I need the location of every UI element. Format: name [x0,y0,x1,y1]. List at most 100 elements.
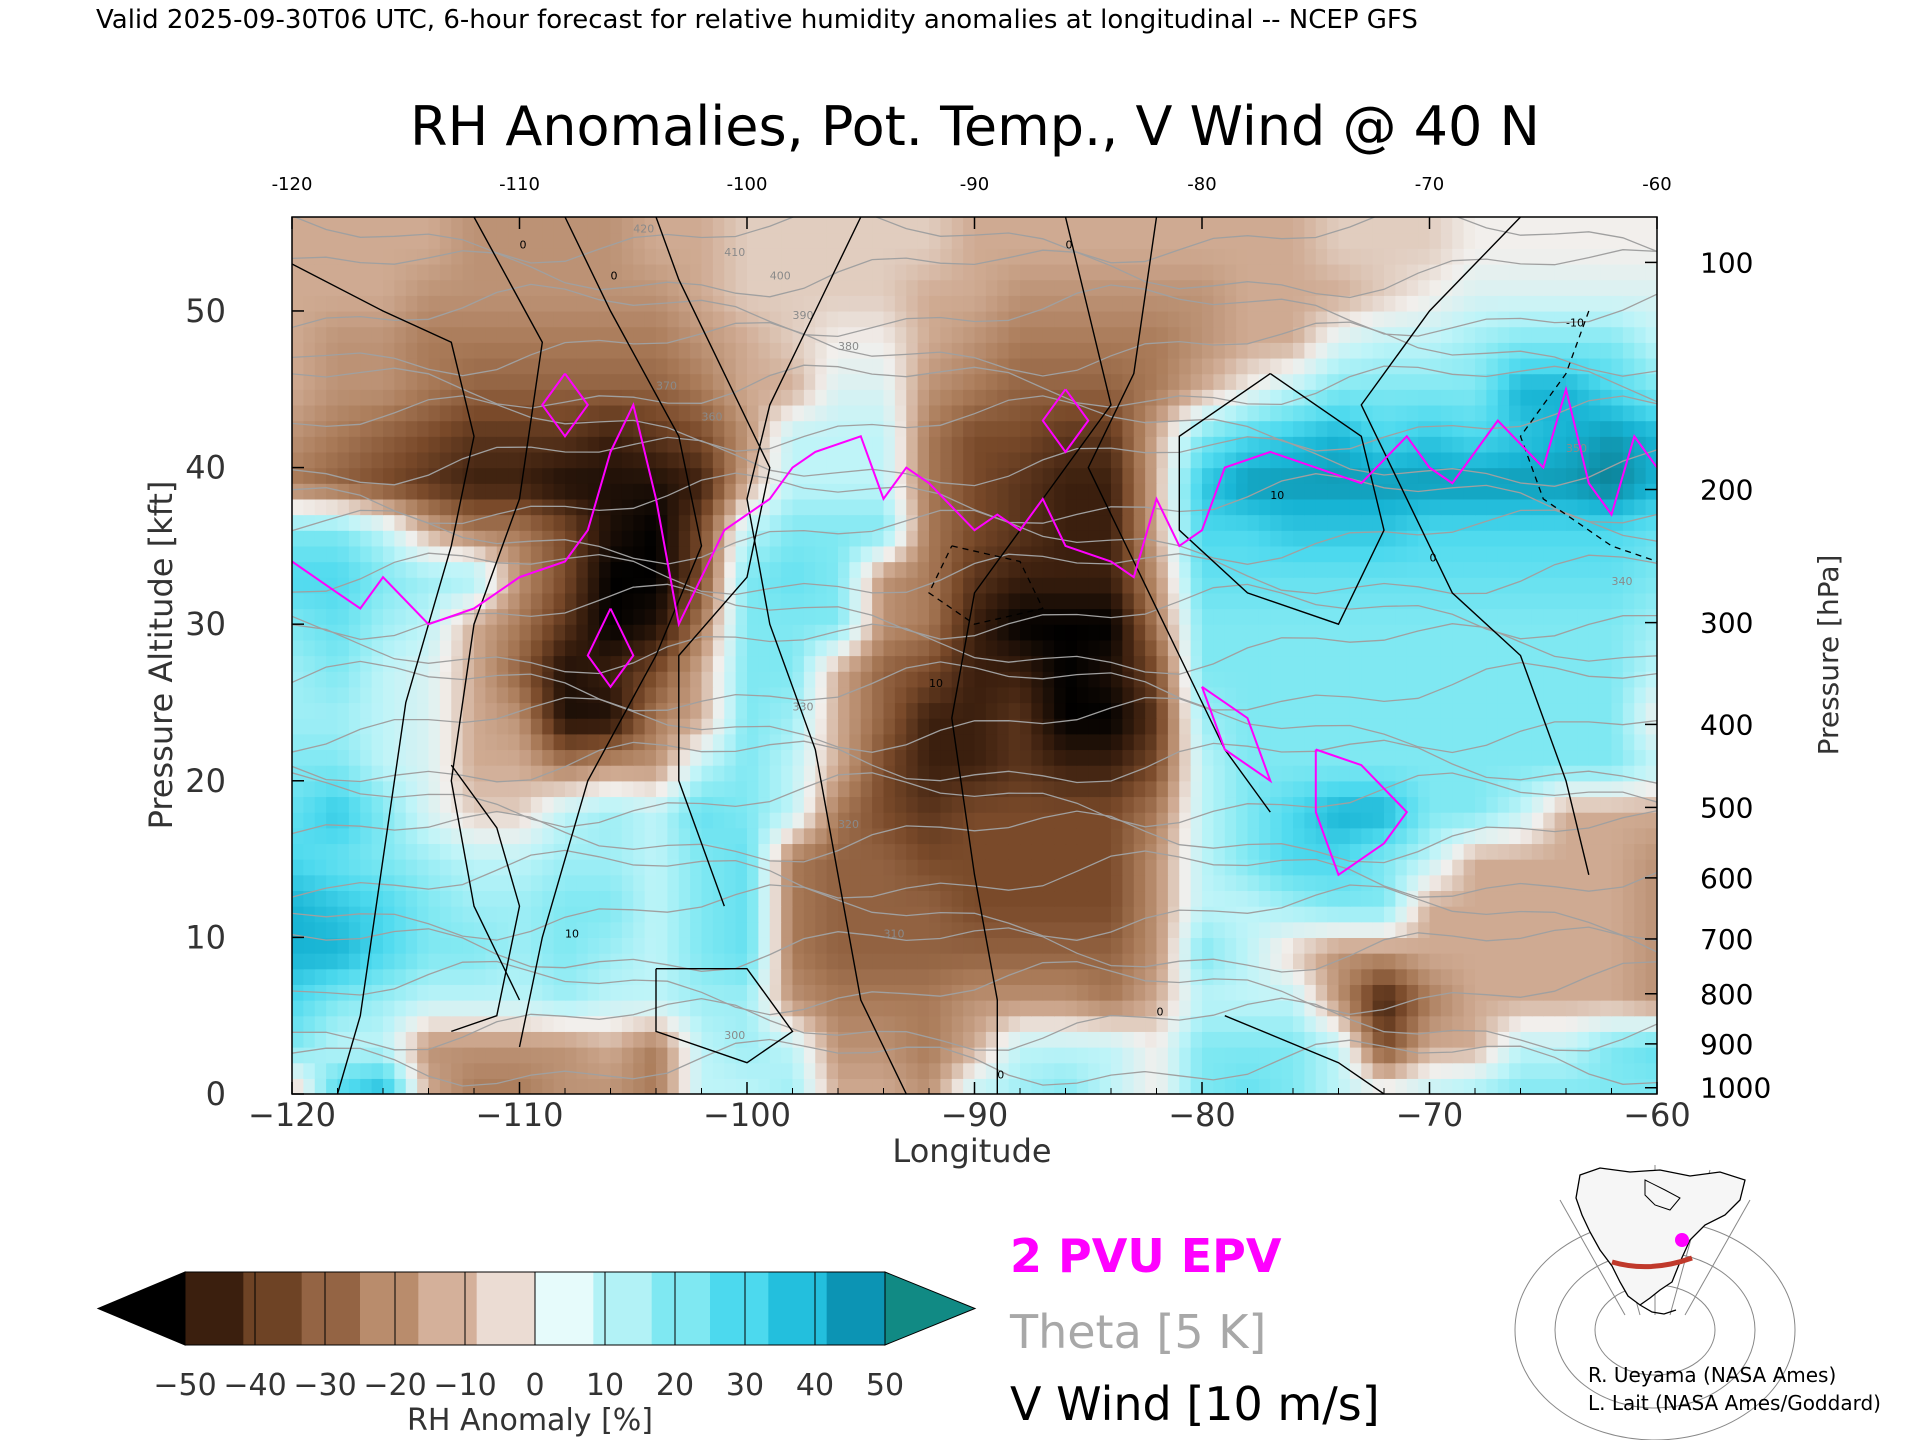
heatmap-cell [1042,577,1055,594]
heatmap-cell [872,451,885,469]
heatmap-cell [1156,953,1169,970]
heatmap-cell [1520,937,1533,954]
heatmap-cell [1099,859,1112,876]
heatmap-cell [394,498,407,516]
heatmap-cell [1167,937,1180,954]
heatmap-cell [1281,718,1294,735]
heatmap-cell [1361,608,1374,625]
heatmap-cell [1486,639,1499,657]
heatmap-cell [1111,953,1123,970]
heatmap-cell [781,686,794,704]
heatmap-cell [553,592,566,610]
heatmap-cell [792,545,805,563]
heatmap-cell [610,749,623,766]
heatmap-cell [1122,1047,1135,1064]
heatmap-cell [1338,953,1351,970]
heatmap-cell [576,671,589,688]
heatmap-cell [1224,780,1237,798]
heatmap-cell [1213,890,1226,907]
heatmap-cell [781,1078,794,1094]
heatmap-cell [451,514,464,531]
heatmap-cell [1270,545,1283,563]
heatmap-cell [1293,796,1305,813]
heatmap-cell [1384,1015,1396,1032]
heatmap-cell [1361,780,1374,798]
heatmap-cell [1406,968,1419,985]
heatmap-cell [451,1062,464,1079]
heatmap-cell [1008,1031,1021,1048]
heatmap-cell [872,686,885,704]
heatmap-cell [872,937,885,954]
heatmap-cell [553,436,566,453]
heatmap-cell [462,953,475,970]
heatmap-cell [565,702,577,719]
heatmap-cell [314,953,327,970]
heatmap-cell [678,906,691,923]
heatmap-cell [1270,718,1283,735]
heatmap-cell [1338,671,1351,688]
heatmap-cell [1076,686,1089,704]
heatmap-cell [1429,796,1442,813]
heatmap-cell [1429,937,1442,954]
heatmap-cell [1031,702,1044,719]
heatmap-cell [496,1000,509,1017]
heatmap-cell [963,561,976,578]
heatmap-cell [1372,796,1385,813]
heatmap-cell [1429,859,1442,876]
heatmap-cell [383,545,395,563]
heatmap-cell [940,827,953,845]
heatmap-cell [1440,483,1453,500]
heatmap-cell [826,530,839,547]
heatmap-cell [1213,780,1226,798]
heatmap-cell [348,843,361,860]
heatmap-cell [1645,984,1657,1001]
heatmap-cell [417,1015,430,1032]
heatmap-cell [929,498,941,516]
heatmap-cell [1520,984,1533,1001]
heatmap-cell [1566,608,1578,625]
heatmap-cell [701,780,714,798]
heatmap-cell [974,749,987,766]
heatmap-cell [838,859,850,876]
heatmap-cell [610,702,623,719]
heatmap-cell [292,827,304,845]
heatmap-cell [462,639,475,657]
heatmap-cell [1622,874,1635,892]
heatmap-cell [530,921,543,938]
heatmap-cell [781,780,794,798]
heatmap-cell [565,514,577,531]
heatmap-cell [940,624,953,641]
heatmap-cell [667,561,680,578]
heatmap-cell [1122,1031,1135,1048]
heatmap-cell [758,545,771,563]
heatmap-cell [496,749,509,766]
heatmap-cell [1088,1015,1101,1032]
heatmap-cell [735,906,748,923]
heatmap-cell [883,655,896,672]
heatmap-cell [860,796,873,813]
heatmap-cell [974,608,987,625]
heatmap-cell [1486,1078,1499,1094]
heatmap-cell [667,906,680,923]
heatmap-cell [872,780,885,798]
heatmap-cell [1486,812,1499,829]
heatmap-cell [1020,749,1032,766]
heatmap-cell [826,655,839,672]
heatmap-cell [894,451,907,469]
heatmap-cell [1509,890,1522,907]
heatmap-cell [348,718,361,735]
heatmap-cell [1475,545,1487,563]
heatmap-cell [1258,561,1271,578]
heatmap-cell [1008,577,1021,594]
heatmap-cell [1429,906,1442,923]
heatmap-cell [1588,451,1601,469]
heatmap-cell [508,1000,521,1017]
heatmap-cell [997,843,1010,860]
heatmap-cell [610,514,623,531]
heatmap-cell [474,530,486,547]
heatmap-cell [576,780,589,798]
heatmap-cell [1202,968,1214,985]
heatmap-cell [621,1031,634,1048]
heatmap-cell [667,921,680,938]
heatmap-cell [394,749,407,766]
